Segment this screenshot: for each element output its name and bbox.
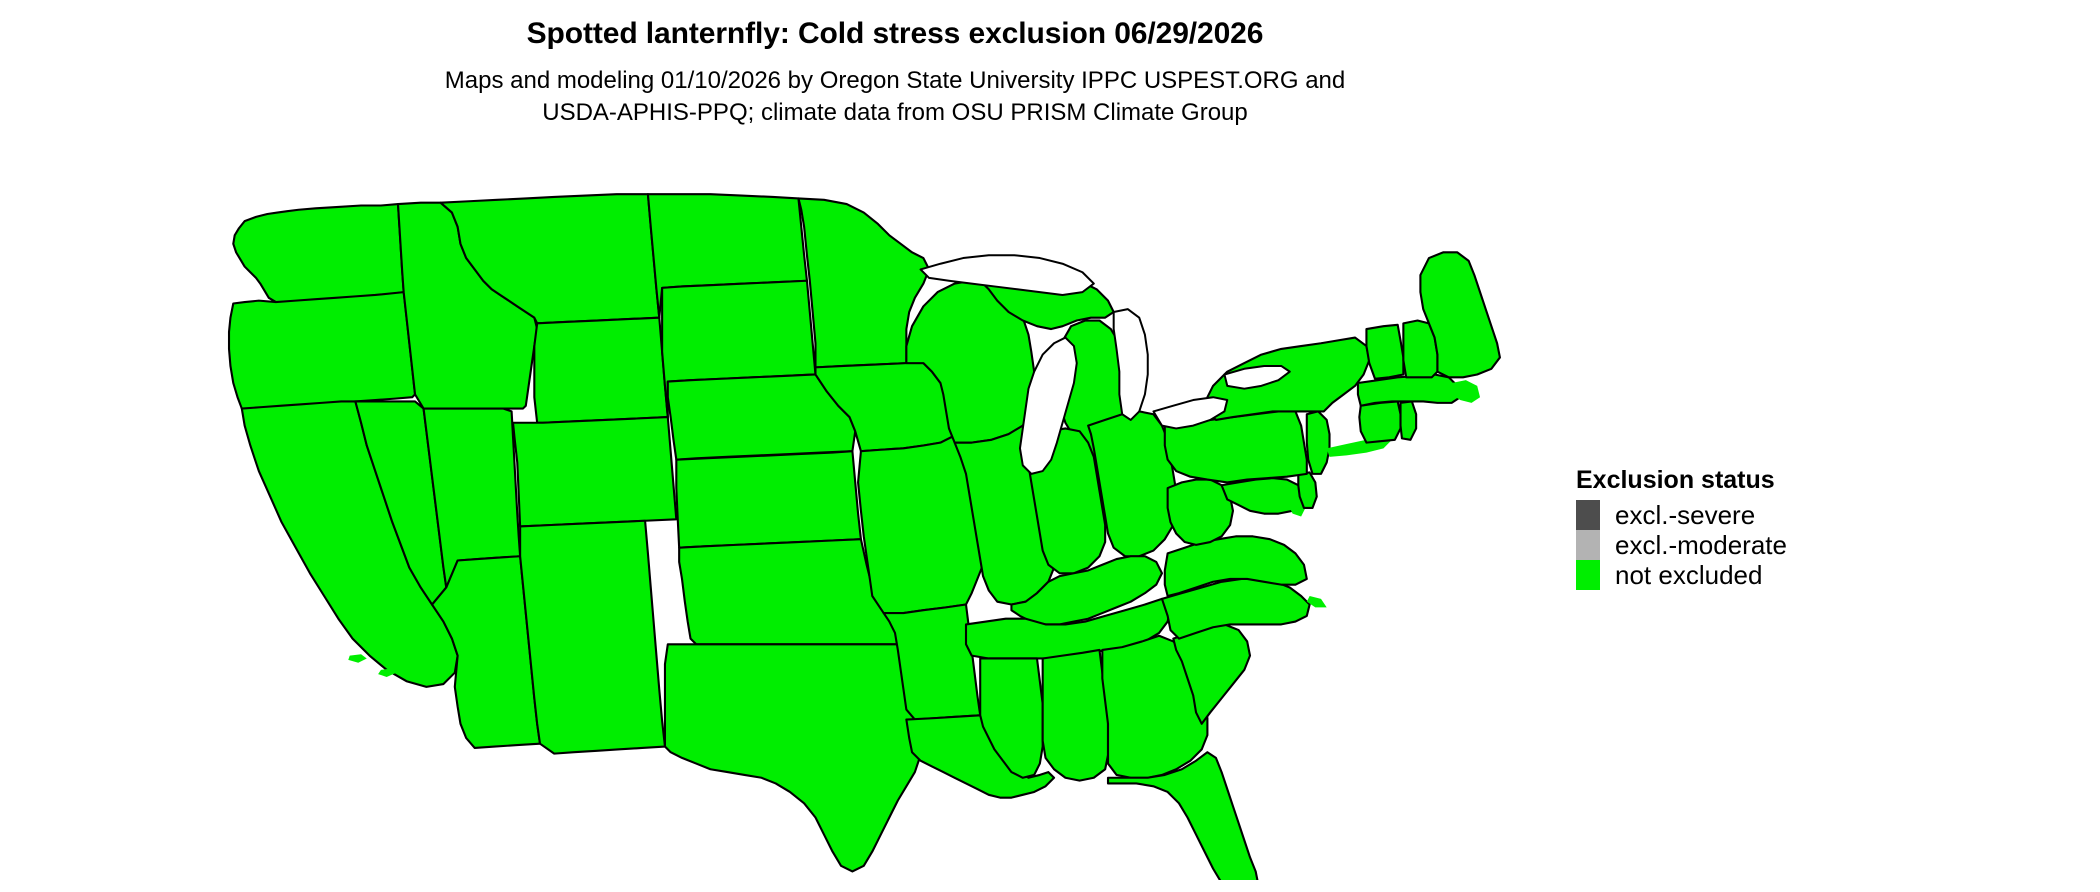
state-NM[interactable] (520, 521, 665, 754)
state-CA-channel-islands (348, 654, 397, 677)
title-block: Spotted lanternfly: Cold stress exclusio… (0, 16, 1790, 129)
state-NH[interactable] (1403, 321, 1437, 378)
page-title: Spotted lanternfly: Cold stress exclusio… (526, 17, 1264, 50)
state-GA[interactable] (1102, 636, 1207, 778)
legend-item-excl-moderate[interactable]: excl.-moderate (1576, 530, 1996, 560)
state-OH[interactable] (1088, 411, 1176, 556)
us-choropleth-map (210, 170, 1580, 880)
state-CO[interactable] (513, 417, 676, 526)
legend-swatch-excl-moderate (1576, 530, 1600, 560)
states-group (229, 194, 1500, 880)
state-ME[interactable] (1420, 252, 1500, 377)
state-NY[interactable] (1207, 338, 1369, 420)
lake-michigan (1020, 338, 1077, 474)
state-WY[interactable] (534, 318, 667, 423)
state-OR[interactable] (229, 292, 415, 408)
state-MA-cape-cod (1451, 380, 1481, 403)
state-TX[interactable] (665, 644, 923, 871)
state-AL[interactable] (1043, 650, 1108, 781)
state-FL[interactable] (1108, 752, 1259, 880)
state-WA[interactable] (233, 204, 403, 302)
state-WA-islands (261, 216, 272, 226)
great-lakes-group (921, 255, 1290, 474)
state-MA[interactable] (1358, 374, 1460, 405)
state-RI[interactable] (1401, 401, 1417, 439)
lake-huron (1114, 309, 1148, 420)
state-CT[interactable] (1359, 401, 1400, 442)
legend-label-not-excluded: not excluded (1615, 560, 1763, 590)
map-subtitle-line-1: Maps and modeling 01/10/2026 by Oregon S… (444, 67, 1346, 94)
state-DE[interactable] (1298, 472, 1316, 508)
state-AZ[interactable] (432, 556, 540, 748)
legend-label-excl-severe: excl.-severe (1615, 500, 1756, 530)
us-states-svg (210, 170, 1580, 880)
lake-erie (1153, 397, 1227, 428)
lake-superior (921, 255, 1094, 295)
legend-item-excl-severe[interactable]: excl.-severe (1576, 500, 1996, 530)
map-subtitle: Maps and modeling 01/10/2026 by Oregon S… (0, 65, 1790, 129)
state-MN[interactable] (798, 198, 929, 367)
legend: Exclusion status excl.-severe excl.-mode… (1576, 466, 1996, 590)
legend-swatch-not-excluded (1576, 560, 1600, 590)
lake-ontario (1224, 366, 1289, 389)
legend-title: Exclusion status (1576, 466, 1775, 494)
map-subtitle-line-2: USDA-APHIS-PPQ; climate data from OSU PR… (542, 99, 1248, 126)
state-NC[interactable] (1162, 579, 1310, 639)
legend-item-not-excluded[interactable]: not excluded (1576, 560, 1996, 590)
state-VA[interactable] (1165, 536, 1307, 596)
legend-swatch-excl-severe (1576, 500, 1600, 530)
state-NJ[interactable] (1307, 411, 1330, 473)
state-VT[interactable] (1366, 325, 1403, 379)
legend-label-excl-moderate: excl.-moderate (1615, 530, 1787, 560)
state-MS[interactable] (980, 658, 1042, 777)
state-KS[interactable] (676, 451, 861, 548)
